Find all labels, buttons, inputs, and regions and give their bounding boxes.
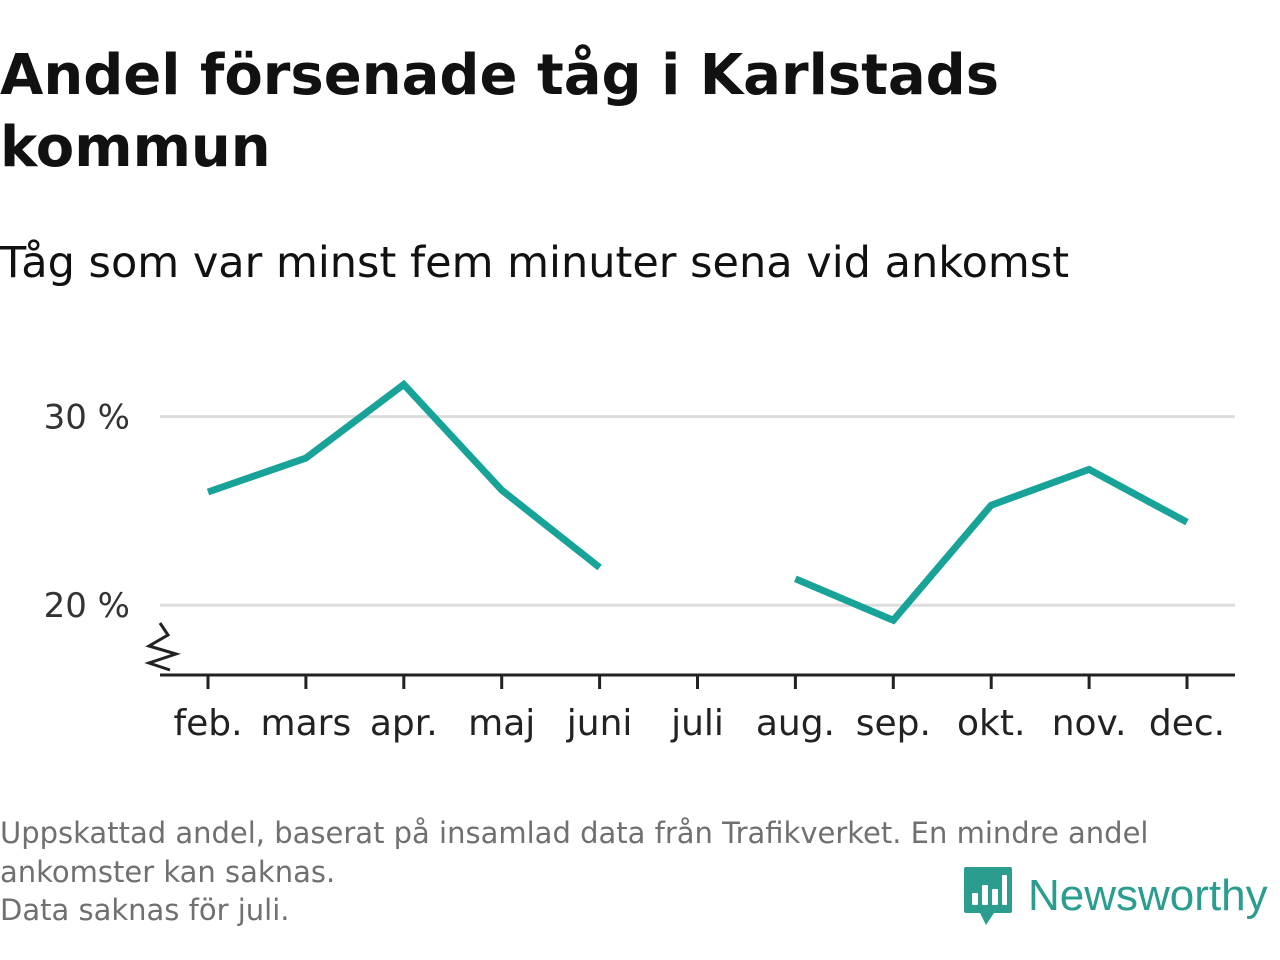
y-tick-label: 30 % (44, 398, 130, 438)
newsworthy-logo-icon (964, 867, 1012, 925)
series-line (794, 465, 1189, 625)
x-tick-label: aug. (756, 703, 835, 744)
x-tick-label: juli (670, 703, 724, 744)
x-tick-label: juni (566, 703, 633, 744)
line-chart: 20 % 30 % feb. mars apr. maj juni juli aug. sep. o… (44, 379, 1235, 744)
x-tick-label: nov. (1052, 703, 1127, 744)
chart-title: Andel försenade tåg i Karlstads kommun (0, 43, 1000, 180)
y-tick-label: 20 % (44, 586, 130, 626)
brand-name: Newsworthy (1028, 871, 1268, 920)
series-line (206, 379, 602, 571)
x-tick-label: apr. (370, 703, 438, 744)
x-tick-label: feb. (173, 703, 242, 744)
x-tick-label: sep. (856, 703, 931, 744)
footnote-line: Data saknas för juli. (0, 893, 290, 927)
brand-logo: Newsworthy (962, 864, 1268, 928)
x-tick-label: maj (468, 703, 535, 744)
chart-subtitle: Tåg som var minst fem minuter sena vid a… (0, 238, 1070, 288)
footnote-line: Uppskattad andel, baserat på insamlad da… (0, 816, 1149, 850)
x-tick-label: mars (261, 703, 352, 744)
footnote-line: ankomster kan saknas. (0, 854, 336, 889)
x-tick-label: okt. (957, 703, 1025, 744)
x-tick-label: dec. (1149, 703, 1225, 744)
axis-break-icon (144, 622, 181, 672)
footnote: Uppskattad andel, baserat på insamlad da… (0, 814, 1270, 930)
